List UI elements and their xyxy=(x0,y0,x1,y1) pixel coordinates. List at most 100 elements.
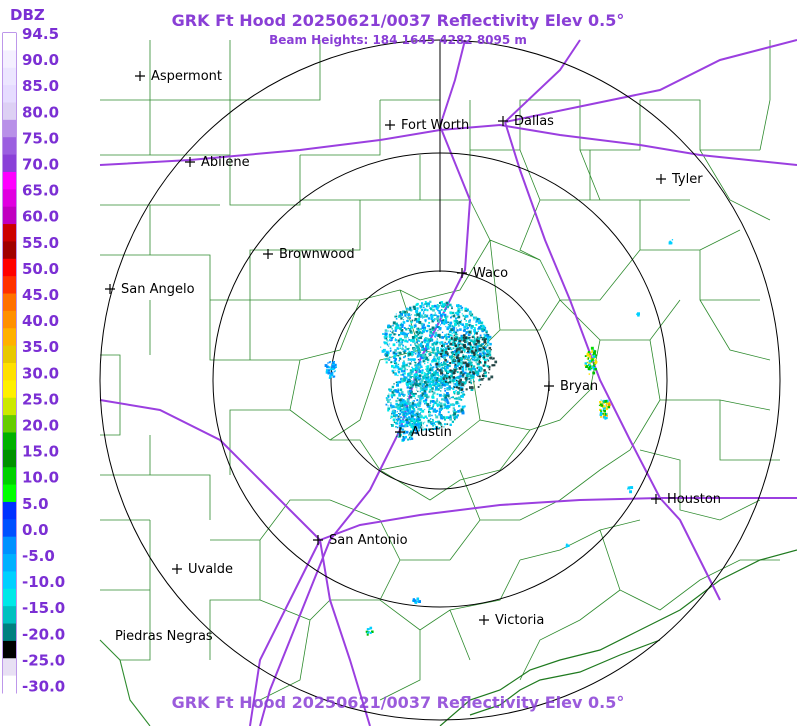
city-houston: Houston xyxy=(651,492,721,507)
dbz-color-scale: 94.5 90.0 85.0 80.0 75.0 70.0 65.0 60.0 55.0 50.0… xyxy=(2,25,65,696)
city-label: Brownwood xyxy=(279,247,355,262)
city-fort-worth: Fort Worth xyxy=(385,118,469,133)
city-marker-cross xyxy=(544,381,554,391)
scale-swatch xyxy=(3,67,16,86)
city-marker-cross xyxy=(385,120,395,130)
city-label: Tyler xyxy=(671,172,703,187)
city-piedras-negras: Piedras Negras xyxy=(115,629,213,644)
city-label: Waco xyxy=(473,266,508,281)
scale-swatch xyxy=(3,363,16,381)
scale-swatch xyxy=(3,380,16,399)
city-markers: Aspermont Fort Worth Dallas Abilene Tyler Bro… xyxy=(105,69,721,644)
scale-swatch xyxy=(3,432,16,451)
scale-level-label: 55.0 xyxy=(22,234,59,252)
scale-swatch xyxy=(3,449,16,468)
scale-level-label: -10.0 xyxy=(22,573,65,591)
scale-level-label: 75.0 xyxy=(22,129,59,147)
scale-swatch xyxy=(3,588,16,607)
city-label: Piedras Negras xyxy=(115,629,213,644)
dbz-unit-label: DBZ xyxy=(10,6,45,24)
city-uvalde: Uvalde xyxy=(172,562,233,577)
scale-level-label: 35.0 xyxy=(22,338,59,356)
highways xyxy=(99,39,797,726)
scale-swatch xyxy=(3,606,16,625)
scale-swatch xyxy=(3,85,16,103)
scale-level-label: 50.0 xyxy=(22,260,59,278)
scale-swatch xyxy=(3,415,16,433)
city-marker-cross xyxy=(263,249,273,259)
scale-swatch xyxy=(3,501,16,520)
scale-swatch xyxy=(3,519,16,538)
scale-level-label: 20.0 xyxy=(22,417,59,435)
city-marker-cross xyxy=(185,157,195,167)
county-boundaries xyxy=(99,40,780,726)
city-marker-cross xyxy=(105,284,115,294)
scale-level-label: 60.0 xyxy=(22,208,59,226)
city-aspermont: Aspermont xyxy=(135,69,222,84)
scale-swatch xyxy=(3,33,16,51)
scale-level-label: 15.0 xyxy=(22,443,59,461)
gulf-coastline xyxy=(439,549,797,726)
city-marker-cross xyxy=(656,174,666,184)
city-brownwood: Brownwood xyxy=(263,247,355,262)
footer-title: GRK Ft Hood 20250621/0037 Reflectivity E… xyxy=(172,693,625,712)
city-marker-cross xyxy=(498,116,508,126)
scale-swatch xyxy=(3,658,16,677)
city-label: San Angelo xyxy=(121,282,195,297)
scale-swatch xyxy=(3,206,16,225)
city-bryan: Bryan xyxy=(544,379,598,394)
scale-level-label: 40.0 xyxy=(22,312,59,330)
city-san-antonio: San Antonio xyxy=(313,533,408,548)
scale-level-label: 94.5 xyxy=(22,25,59,43)
scale-swatch xyxy=(3,397,16,416)
scale-level-label: -25.0 xyxy=(22,651,65,669)
city-label: Victoria xyxy=(495,613,544,628)
city-victoria: Victoria xyxy=(479,613,544,628)
city-label: Austin xyxy=(411,425,452,440)
reflectivity-echoes xyxy=(324,239,674,636)
scale-swatch xyxy=(3,258,16,277)
city-tyler: Tyler xyxy=(656,172,703,187)
city-label: Fort Worth xyxy=(401,118,469,133)
scale-swatch xyxy=(3,293,16,312)
scale-swatch xyxy=(3,310,16,329)
scale-level-label: 80.0 xyxy=(22,103,59,121)
city-marker-cross xyxy=(395,427,405,437)
city-dallas: Dallas xyxy=(498,114,554,129)
scale-swatch xyxy=(3,154,16,173)
city-san-angelo: San Angelo xyxy=(105,282,195,297)
city-label: San Antonio xyxy=(329,533,408,548)
scale-swatch xyxy=(3,484,16,503)
city-waco: Waco xyxy=(457,266,508,281)
scale-level-label: 65.0 xyxy=(22,182,59,200)
scale-level-label: 10.0 xyxy=(22,469,59,487)
scale-level-label: 25.0 xyxy=(22,390,59,408)
city-label: Dallas xyxy=(514,114,554,129)
scale-swatch xyxy=(3,137,16,156)
scale-swatch xyxy=(3,536,16,555)
scale-swatch xyxy=(3,345,16,364)
city-marker-cross xyxy=(479,615,489,625)
scale-level-label: -5.0 xyxy=(22,547,55,565)
scale-level-label: -20.0 xyxy=(22,625,65,643)
city-marker-cross xyxy=(135,71,145,81)
scale-level-label: 90.0 xyxy=(22,51,59,69)
scale-swatch xyxy=(3,50,16,69)
scale-level-label: 0.0 xyxy=(22,521,49,539)
city-marker-cross xyxy=(457,268,467,278)
scale-level-label: 45.0 xyxy=(22,286,59,304)
scale-swatch xyxy=(3,102,16,121)
city-label: Uvalde xyxy=(188,562,233,577)
scale-swatch xyxy=(3,224,16,242)
scale-level-label: -30.0 xyxy=(22,678,65,696)
scale-swatch xyxy=(3,640,16,659)
scale-swatch xyxy=(3,467,16,486)
scale-level-label: 70.0 xyxy=(22,156,59,174)
scale-level-label: 85.0 xyxy=(22,77,59,95)
city-marker-cross xyxy=(651,494,661,504)
city-austin: Austin xyxy=(395,425,452,440)
scale-swatch xyxy=(3,554,16,572)
scale-swatch xyxy=(3,571,16,590)
city-marker-cross xyxy=(313,535,323,545)
